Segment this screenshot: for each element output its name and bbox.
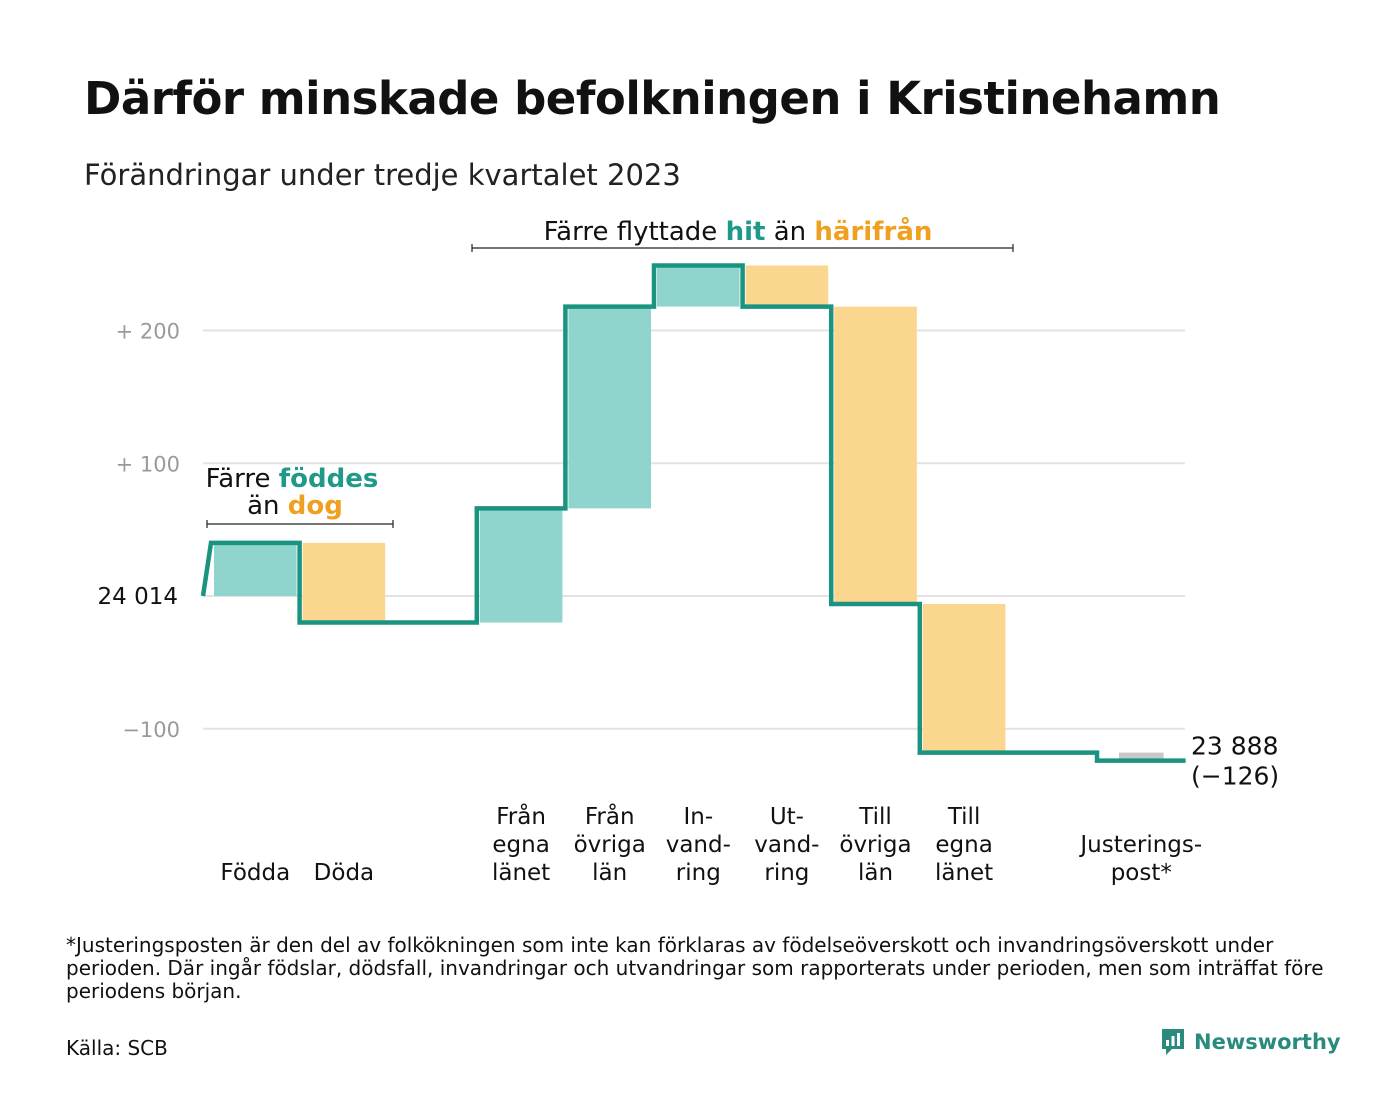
category-label: In- (683, 804, 713, 830)
category-label: vand- (666, 832, 731, 858)
bar (745, 265, 829, 307)
births-annotation-line1: Färre föddes (206, 464, 379, 494)
category-label: länet (935, 860, 993, 886)
births-annotation-line2: än dog (247, 491, 343, 521)
category-label: län (592, 860, 627, 886)
brand-name: Newsworthy (1194, 1030, 1341, 1054)
bar (302, 542, 386, 623)
chart-subtitle: Förändringar under tredje kvartalet 2023 (84, 158, 681, 192)
bar (568, 306, 651, 509)
bar (479, 508, 563, 623)
category-label: Från (585, 802, 635, 830)
end-value-label: 23 888 (1191, 732, 1278, 761)
category-label: ring (676, 860, 721, 886)
source-credit: Källa: SCB (66, 1036, 168, 1060)
category-label: vand- (754, 832, 819, 858)
y-tick-label: + 100 (116, 452, 180, 476)
brand-logo: Newsworthy (1160, 1027, 1341, 1057)
bar (657, 265, 740, 307)
category-label: ring (764, 860, 809, 886)
footnote: *Justeringsposten är den del av folkökni… (66, 933, 1324, 1003)
category-label: län (858, 860, 893, 886)
category-label: egna (492, 832, 549, 858)
bar-chart-speech-bubble-icon (1162, 1029, 1184, 1055)
category-label: egna (935, 832, 992, 858)
cumulative-step-line (200, 263, 1186, 763)
category-label: Från (496, 802, 546, 830)
line-layer (200, 263, 1186, 763)
category-label: Till (947, 804, 981, 830)
grid-layer: + 200 + 100 −100 24 014 (98, 320, 1185, 742)
bar (922, 603, 1006, 753)
category-label: Döda (314, 860, 374, 886)
category-label: Till (858, 804, 892, 830)
bar (834, 306, 917, 604)
chart-title: Därför minskade befolkningen i Kristineh… (84, 72, 1221, 125)
start-value-label: 24 014 (98, 584, 178, 610)
y-tick-label: −100 (122, 718, 180, 742)
bar-layer (214, 265, 1164, 761)
label-layer: Födda DödaFrånegnalänetFrånövrigalänIn-va… (220, 732, 1279, 886)
category-label: Justerings- (1078, 832, 1202, 858)
category-label: Ut- (770, 804, 804, 830)
category-label: övriga (839, 832, 911, 858)
bar (214, 542, 297, 596)
category-label: länet (492, 860, 550, 886)
migration-annotation: Färre flyttade hit än härifrån (544, 215, 933, 247)
end-change-label: (−126) (1191, 762, 1279, 791)
bar (1119, 752, 1164, 761)
category-label: Födda (220, 860, 290, 886)
category-label: övriga (574, 832, 646, 858)
category-label: post* (1111, 860, 1172, 886)
y-tick-label: + 200 (116, 320, 180, 344)
